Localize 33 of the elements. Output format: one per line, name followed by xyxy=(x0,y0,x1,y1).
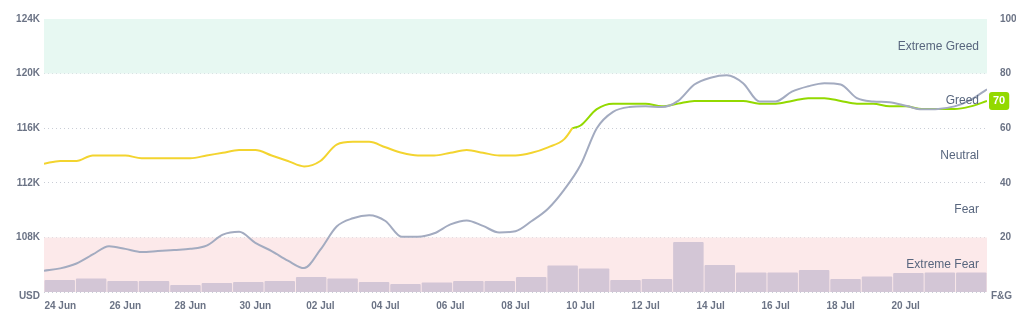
y-tick-label: 120K xyxy=(16,67,41,79)
band-label: Extreme Greed xyxy=(897,38,979,53)
y2-tick-label: 80 xyxy=(1000,67,1012,79)
y2-axis-title: F&G xyxy=(991,289,1013,301)
x-tick-label: 06 Jul xyxy=(436,299,465,311)
x-tick-label: 04 Jul xyxy=(371,299,400,311)
annotation: Neutral xyxy=(940,147,979,162)
y-tick-label: 112K xyxy=(16,176,41,188)
y-tick-label: 108K xyxy=(16,231,41,243)
x-tick-label: 20 Jul xyxy=(891,299,921,311)
band-label: Extreme Fear xyxy=(906,257,979,272)
line-series xyxy=(44,74,987,272)
x-tick-label: 02 Jul xyxy=(306,299,335,311)
annotation: Greed xyxy=(945,93,979,108)
y-tick-label: 116K xyxy=(16,121,41,133)
x-tick-label: 30 Jun xyxy=(239,299,272,311)
x-tick-label: 24 Jun xyxy=(44,299,77,311)
x-tick-label: 14 Jul xyxy=(696,299,725,311)
y2-tick-label: 100 xyxy=(1000,12,1018,24)
y2-tick-label: 20 xyxy=(1000,231,1012,243)
x-tick-label: 16 Jul xyxy=(761,299,791,311)
x-tick-label: 26 Jun xyxy=(109,299,142,311)
data-label: 70 xyxy=(993,94,1006,107)
x-tick-label: 12 Jul xyxy=(631,299,660,311)
x-tick-label: 18 Jul xyxy=(826,299,856,311)
y2-tick-label: 40 xyxy=(1000,176,1012,188)
annotation: Fear xyxy=(954,202,979,217)
y-axis-title: USD xyxy=(18,289,40,301)
y-tick-label: 124K xyxy=(16,12,41,24)
y2-tick-label: 60 xyxy=(1000,121,1012,133)
x-tick-label: 28 Jun xyxy=(174,299,207,311)
x-tick-label: 08 Jul xyxy=(501,299,530,311)
x-tick-label: 10 Jul xyxy=(566,299,595,311)
